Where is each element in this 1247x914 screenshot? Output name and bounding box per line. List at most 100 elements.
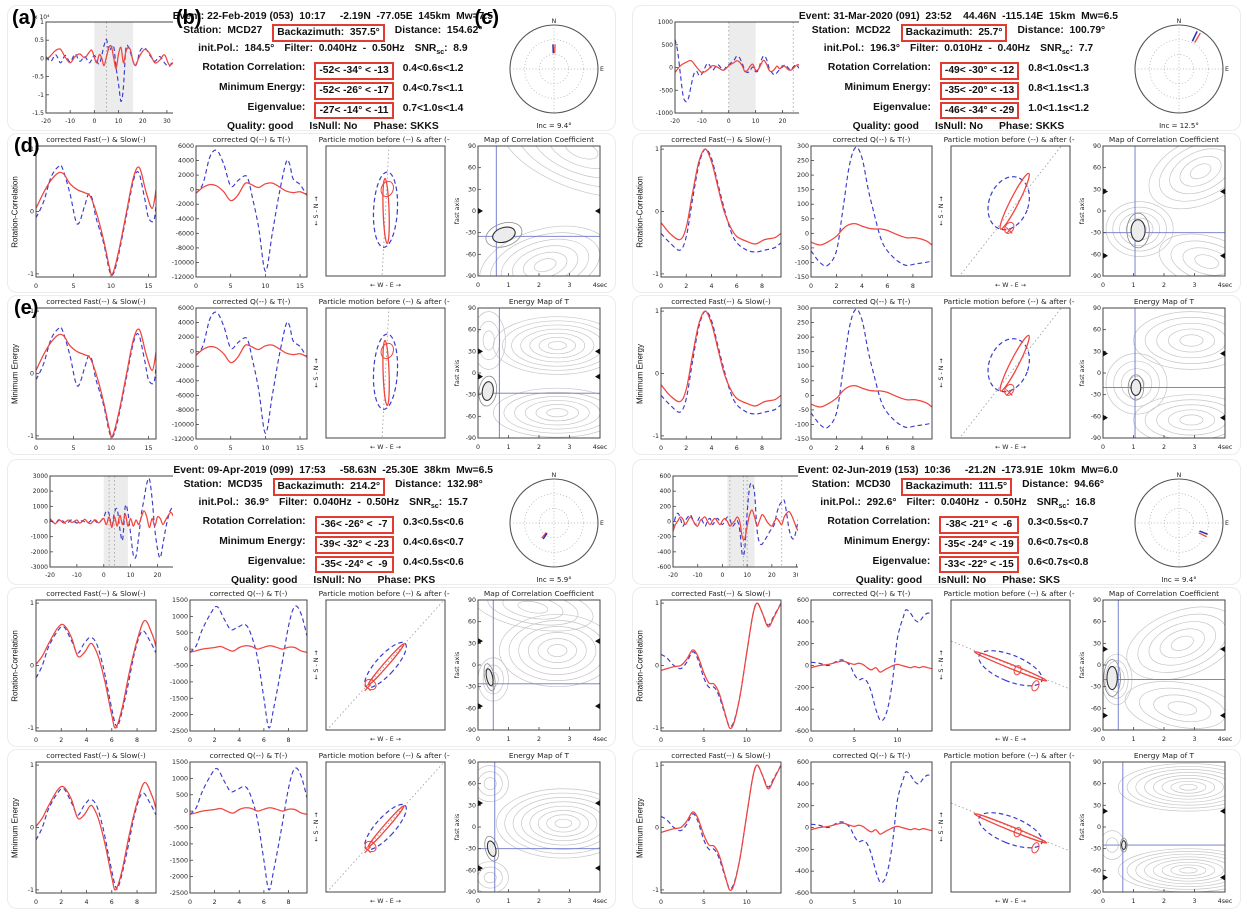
svg-text:0: 0 [721, 572, 725, 579]
svg-text:-2000: -2000 [176, 201, 194, 208]
svg-text:-12000: -12000 [172, 436, 194, 443]
svg-text:-1: -1 [653, 433, 659, 440]
svg-text:0: 0 [194, 283, 198, 290]
svg-text:20: 20 [779, 118, 787, 125]
svg-text:3: 3 [568, 282, 572, 289]
svg-text:0: 0 [1101, 898, 1105, 905]
svg-text:8: 8 [287, 899, 291, 906]
svg-text:60: 60 [1093, 619, 1101, 626]
svg-text:6: 6 [735, 283, 739, 290]
svg-text:-500: -500 [174, 825, 188, 832]
svg-text:0: 0 [805, 825, 809, 832]
svg-text:2: 2 [1162, 736, 1166, 743]
svg-text:-30: -30 [1091, 230, 1101, 237]
svg-text:-500: -500 [659, 87, 673, 94]
svg-text:10: 10 [893, 737, 901, 744]
svg-text:-1.5: -1.5 [32, 110, 44, 117]
result-phi: -36< -26° < -7 [315, 516, 394, 534]
result-phi: -35< -24° < -9 [315, 556, 394, 574]
svg-text:-60: -60 [1091, 867, 1101, 874]
svg-text:fast axis: fast axis [454, 652, 461, 678]
row-ylabel-text: Rotation-Correlation [635, 176, 644, 248]
particle-motion-plot: Particle motion before (--) & after (-)←… [313, 588, 450, 744]
backazimuth-value: Backazimuth: 214.2° [273, 478, 386, 496]
svg-text:-30: -30 [466, 392, 476, 399]
svg-text:0: 0 [669, 65, 673, 72]
svg-text:8: 8 [287, 737, 291, 744]
svg-text:3: 3 [1193, 736, 1197, 743]
svg-text:-60: -60 [1091, 413, 1101, 420]
svg-text:0: 0 [34, 445, 38, 452]
result-phi: -35< -24° < -19 [939, 536, 1018, 554]
snr-text: SNRsc: 15.7 [409, 496, 468, 511]
svg-text:300: 300 [797, 143, 809, 150]
svg-text:-600: -600 [795, 728, 809, 735]
svg-text:0: 0 [102, 572, 106, 579]
svg-text:N: N [552, 18, 557, 25]
svg-text:0: 0 [1101, 736, 1105, 743]
svg-text:10: 10 [261, 283, 269, 290]
svg-text:50: 50 [801, 378, 809, 385]
svg-text:600: 600 [797, 759, 809, 766]
svg-text:-60: -60 [466, 413, 476, 420]
svg-text:6: 6 [262, 737, 266, 744]
svg-text:10: 10 [743, 737, 751, 744]
svg-text:corrected Q(--) & T(-): corrected Q(--) & T(-) [213, 297, 291, 306]
result-dt: 0.7<1.0s<1.4 [403, 101, 464, 121]
svg-text:-90: -90 [466, 727, 476, 734]
svg-text:corrected Fast(--) & Slow(-): corrected Fast(--) & Slow(-) [671, 135, 771, 144]
result-label: Rotation Correlation: [203, 515, 306, 535]
svg-text:10: 10 [107, 283, 115, 290]
result-label: Eigenvalue: [827, 555, 930, 575]
svg-text:2: 2 [59, 899, 63, 906]
svg-text:5: 5 [852, 899, 856, 906]
svg-text:-60: -60 [466, 867, 476, 874]
svg-text:8: 8 [760, 445, 764, 452]
svg-text:corrected Fast(--) & Slow(-): corrected Fast(--) & Slow(-) [46, 135, 146, 144]
svg-text:0: 0 [92, 118, 96, 125]
svg-text:-60: -60 [466, 705, 476, 712]
svg-text:← S - N →: ← S - N → [938, 358, 945, 388]
particle-motion-plot: Particle motion before (--) & after (-)←… [938, 750, 1075, 906]
svg-text:Inc = 5.9°: Inc = 5.9° [536, 576, 571, 584]
svg-text:90: 90 [1093, 305, 1101, 312]
svg-text:← S - N →: ← S - N → [938, 650, 945, 680]
svg-text:Inc = 9.4°: Inc = 9.4° [1161, 576, 1196, 584]
svg-text:5: 5 [71, 283, 75, 290]
svg-text:-90: -90 [1091, 273, 1101, 280]
svg-text:30: 30 [1093, 802, 1101, 809]
svg-text:Particle motion before (--) &: Particle motion before (--) & after (-) [319, 297, 450, 306]
result-phi: -27< -14° < -11 [314, 102, 393, 120]
svg-text:corrected Q(--) & T(-): corrected Q(--) & T(-) [210, 589, 288, 598]
svg-text:4sec: 4sec [593, 898, 608, 905]
svg-text:1: 1 [507, 282, 511, 289]
svg-text:-8000: -8000 [176, 245, 194, 252]
svg-text:2: 2 [835, 283, 839, 290]
svg-text:-500: -500 [174, 663, 188, 670]
svg-text:1: 1 [1132, 444, 1136, 451]
svg-text:0: 0 [190, 187, 194, 194]
results-table: Rotation Correlation: -36< -26° < -7 0.3… [203, 515, 464, 574]
svg-text:corrected Fast(--) & Slow(-): corrected Fast(--) & Slow(-) [46, 751, 146, 760]
svg-text:30: 30 [163, 118, 171, 125]
svg-text:6000: 6000 [178, 305, 194, 312]
filter-text: Filter: 0.010Hz - 0.40Hz [910, 42, 1030, 57]
distance-text: Distance: 94.66° [1022, 478, 1104, 496]
svg-text:2000: 2000 [33, 488, 48, 495]
svg-text:400: 400 [660, 488, 672, 495]
svg-text:5: 5 [702, 899, 706, 906]
svg-text:-30: -30 [1091, 392, 1101, 399]
svg-text:0: 0 [184, 646, 188, 653]
svg-text:0: 0 [1097, 208, 1101, 215]
result-phi: -39< -32° < -23 [315, 536, 394, 554]
svg-text:-90: -90 [466, 889, 476, 896]
